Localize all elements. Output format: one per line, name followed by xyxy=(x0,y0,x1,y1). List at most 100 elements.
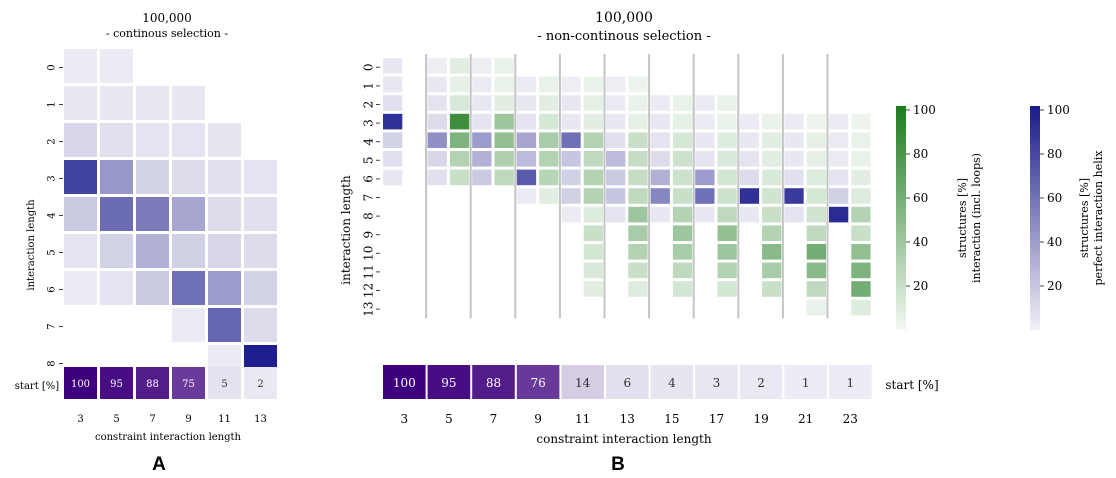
b-helix-cell xyxy=(695,95,715,111)
a-start-cell xyxy=(244,367,277,399)
b-loops-cell xyxy=(717,244,737,260)
a-helix-cell xyxy=(136,160,169,194)
b-helix-cell xyxy=(472,169,492,186)
b-loops-cell xyxy=(494,58,514,74)
b-loops-cell xyxy=(672,95,693,111)
a-helix-cell xyxy=(64,49,97,83)
b-helix-cell xyxy=(829,188,849,204)
b-loops-cell xyxy=(539,169,559,186)
b-loops-cell xyxy=(762,206,782,223)
b-loops-cell xyxy=(762,262,782,279)
colorbar-loops-gradient xyxy=(896,106,906,330)
panel-a-ylabel: interaction length xyxy=(26,199,37,291)
a-helix-cell xyxy=(136,271,169,305)
b-helix-cell xyxy=(829,151,849,167)
b-helix-cell xyxy=(427,76,447,93)
b-start-value: 100 xyxy=(393,376,416,390)
b-start-cell xyxy=(561,365,604,399)
a-helix-cell xyxy=(136,234,169,268)
b-loops-cell xyxy=(762,188,782,204)
b-loops-cell xyxy=(762,132,782,148)
b-loops-cell xyxy=(717,132,737,148)
b-loops-cell xyxy=(628,188,648,204)
a-start-cell xyxy=(208,367,241,399)
panel-a-xlabel: constraint interaction length xyxy=(95,432,242,443)
a-start-value: 100 xyxy=(71,379,90,390)
b-loops-cell xyxy=(672,113,693,130)
panel-a-label: A xyxy=(152,454,166,475)
b-loops-cell xyxy=(806,188,826,204)
b-helix-cell xyxy=(516,151,537,167)
b-loops-cell xyxy=(717,151,737,167)
b-helix-cell xyxy=(695,113,715,130)
b-loops-cell xyxy=(762,281,782,297)
b-helix-cell xyxy=(695,169,715,186)
b-ytick-label: 13 xyxy=(362,301,376,316)
b-loops-cell xyxy=(672,262,693,279)
b-loops-cell xyxy=(583,206,603,223)
b-loops-cell xyxy=(717,169,737,186)
b-loops-cell xyxy=(762,151,782,167)
b-loops-cell xyxy=(494,76,514,93)
b-ytick-label: 7 xyxy=(362,194,376,202)
b-loops-cell xyxy=(449,113,470,130)
colorbars: structures [%] interaction (incl. loops)… xyxy=(896,103,1105,330)
b-loops-cell xyxy=(583,151,603,167)
b-helix-cell xyxy=(383,113,403,130)
colorbar-tick-label: 100 xyxy=(1047,103,1070,117)
a-helix-cell xyxy=(172,271,205,305)
b-ytick-label: 3 xyxy=(362,119,376,127)
b-loops-cell xyxy=(672,151,693,167)
b-loops-cell xyxy=(539,76,559,93)
b-loops-cell xyxy=(717,95,737,111)
b-loops-cell xyxy=(583,95,603,111)
b-helix-cell xyxy=(739,169,760,186)
b-start-cell xyxy=(695,365,738,399)
colorbar-ticks: 100 80 60 40 20 100 80 60 40 20 xyxy=(906,103,1070,293)
colorbar-tick-label: 80 xyxy=(913,147,928,161)
b-loops-cell xyxy=(762,113,782,130)
a-helix-cell xyxy=(64,197,97,231)
colorbar-tick-label: 20 xyxy=(1047,279,1062,293)
b-xtick-label: 11 xyxy=(575,412,590,426)
a-helix-cell xyxy=(100,86,133,120)
b-helix-cell xyxy=(739,132,760,148)
b-helix-cell xyxy=(561,188,581,204)
b-helix-cell xyxy=(829,132,849,148)
b-xtick-label: 21 xyxy=(798,412,813,426)
a-helix-cell xyxy=(172,160,205,194)
colorbar-tick-label: 40 xyxy=(913,235,928,249)
b-loops-cell xyxy=(628,95,648,111)
b-helix-cell xyxy=(427,132,447,148)
b-loops-cell xyxy=(851,169,871,186)
a-helix-cell xyxy=(64,271,97,305)
b-xtick-label: 13 xyxy=(620,412,635,426)
b-loops-cell xyxy=(494,169,514,186)
a-helix-cell xyxy=(100,197,133,231)
b-helix-cell xyxy=(650,113,670,130)
b-loops-cell xyxy=(672,188,693,204)
b-helix-cell xyxy=(561,151,581,167)
b-helix-cell xyxy=(739,206,760,223)
b-loops-cell xyxy=(717,188,737,204)
panel-a: 100,000 - continous selection - interact… xyxy=(15,11,277,475)
b-loops-cell xyxy=(583,262,603,279)
b-loops-cell xyxy=(539,132,559,148)
b-helix-cell xyxy=(606,151,626,167)
b-helix-cell xyxy=(383,151,403,167)
b-start-cell xyxy=(516,365,560,399)
b-helix-cell xyxy=(561,95,581,111)
b-start-cell xyxy=(739,365,783,399)
colorbar-tick-label: 40 xyxy=(1047,235,1062,249)
b-loops-cell xyxy=(628,132,648,148)
a-ytick-label: 3 xyxy=(47,175,58,181)
b-loops-cell xyxy=(583,281,603,297)
b-loops-cell xyxy=(583,244,603,260)
b-helix-cell xyxy=(650,151,670,167)
b-loops-cell xyxy=(628,281,648,297)
a-helix-cell xyxy=(172,197,205,231)
a-ytick-label: 1 xyxy=(47,101,58,107)
b-loops-cell xyxy=(628,225,648,241)
b-helix-cell xyxy=(784,132,804,148)
a-helix-cell xyxy=(136,197,169,231)
